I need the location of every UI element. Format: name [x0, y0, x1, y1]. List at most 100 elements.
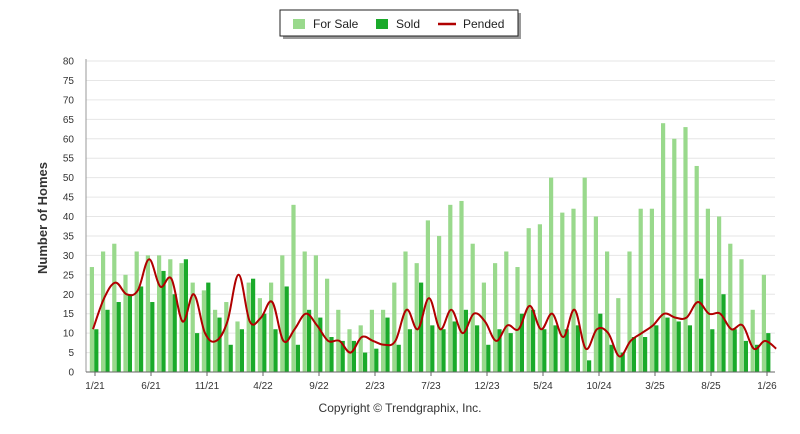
for-sale-bar [269, 282, 274, 372]
sold-bar [161, 270, 166, 372]
x-tick-label: 9/22 [309, 381, 329, 392]
sold-bar [743, 340, 748, 372]
sold-bar [206, 282, 211, 372]
x-tick-label: 2/23 [365, 381, 385, 392]
axes [85, 59, 775, 373]
sold-bar [575, 325, 580, 372]
y-tick-label: 40 [63, 212, 75, 223]
for-sale-bar [302, 251, 307, 372]
sold-bar [150, 302, 155, 372]
y-tick-label: 55 [63, 154, 75, 165]
sold-bar [766, 333, 771, 372]
sold-bar [732, 329, 737, 372]
sold-bar [598, 313, 603, 372]
sold-bar [419, 282, 424, 372]
for-sale-bar [291, 204, 296, 372]
y-axis-ticks: 0 5 10 15 20 25 30 35 40 45 50 55 60 65 70 75 80 [63, 57, 75, 379]
legend-label-pended: Pended [463, 17, 504, 31]
sold-bar [609, 344, 614, 372]
for-sale-bar [134, 251, 139, 372]
for-sale-bar [683, 127, 688, 373]
y-tick-label: 65 [63, 115, 75, 126]
x-axis-ticks: 1/21 6/21 11/21 4/22 9/22 2/23 7/23 12/23 5/24 10… [85, 372, 777, 392]
sold-bars [94, 259, 771, 372]
x-tick-label: 12/23 [474, 381, 499, 392]
sold-bar [351, 340, 356, 372]
legend-label-sold: Sold [396, 17, 420, 31]
for-sale-bar [739, 259, 744, 372]
for-sale-bar [638, 208, 643, 372]
for-sale-bar [504, 251, 509, 372]
y-tick-label: 60 [63, 134, 75, 145]
for-sale-bar [425, 220, 430, 372]
sold-bar [139, 286, 144, 372]
for-sale-bar [448, 204, 453, 372]
for-sale-bar [605, 251, 610, 372]
for-sale-bar [672, 138, 677, 372]
for-sale-bar [280, 255, 285, 372]
sold-bar [116, 302, 121, 372]
sold-bar [329, 337, 334, 372]
x-tick-label: 1/26 [757, 381, 777, 392]
for-sale-bar [705, 208, 710, 372]
sold-bar [374, 348, 379, 372]
sold-bar [318, 317, 323, 372]
for-sale-bar [235, 321, 240, 372]
x-tick-label: 8/25 [701, 381, 721, 392]
for-sale-bar [325, 278, 330, 372]
sold-bar [195, 333, 200, 372]
x-tick-label: 1/21 [85, 381, 105, 392]
gridlines [86, 60, 775, 354]
sold-bar [262, 313, 267, 372]
x-tick-label: 11/21 [195, 381, 220, 392]
x-tick-label: 4/22 [253, 381, 273, 392]
for-sale-bar [168, 259, 173, 372]
for-sale-bar [571, 208, 576, 372]
sold-bar [172, 294, 177, 372]
for-sale-bars [89, 123, 766, 373]
for-sale-bar [381, 309, 386, 372]
for-sale-bar [190, 282, 195, 372]
for-sale-bar [526, 228, 531, 372]
for-sale-bar [481, 282, 486, 372]
sold-bar [127, 294, 132, 372]
sold-bar [284, 286, 289, 372]
for-sale-bar [593, 216, 598, 372]
sold-bar [363, 352, 368, 372]
for-sale-bar [728, 243, 733, 372]
sold-bar [699, 278, 704, 372]
for-sale-bar [515, 267, 520, 372]
sold-bar [631, 337, 636, 372]
sold-bar [721, 294, 726, 372]
sold-bar [486, 344, 491, 372]
for-sale-bar [616, 298, 621, 372]
x-tick-label: 3/25 [645, 381, 665, 392]
for-sale-bar [627, 251, 632, 372]
for-sale-bar [414, 263, 419, 372]
legend-swatch-sold [376, 19, 388, 29]
sold-bar [239, 329, 244, 372]
for-sale-bar [257, 298, 262, 372]
y-tick-label: 0 [68, 368, 74, 379]
sold-bar [94, 329, 99, 372]
y-tick-label: 15 [63, 309, 75, 320]
for-sale-bar [123, 274, 128, 372]
for-sale-bar [101, 251, 106, 372]
y-tick-label: 35 [63, 231, 75, 242]
for-sale-bar [549, 177, 554, 372]
sold-bar [531, 309, 536, 372]
for-sale-bar [437, 235, 442, 372]
for-sale-bar [582, 177, 587, 372]
for-sale-bar [493, 263, 498, 372]
sold-bar [755, 344, 760, 372]
sold-bar [497, 329, 502, 372]
sold-bar [519, 313, 524, 372]
for-sale-bar [761, 274, 766, 372]
sold-bar [430, 325, 435, 372]
legend-box [279, 9, 519, 37]
sold-bar [273, 329, 278, 372]
for-sale-bar [157, 255, 162, 372]
for-sale-bar [537, 224, 542, 372]
y-tick-label: 5 [68, 348, 74, 359]
